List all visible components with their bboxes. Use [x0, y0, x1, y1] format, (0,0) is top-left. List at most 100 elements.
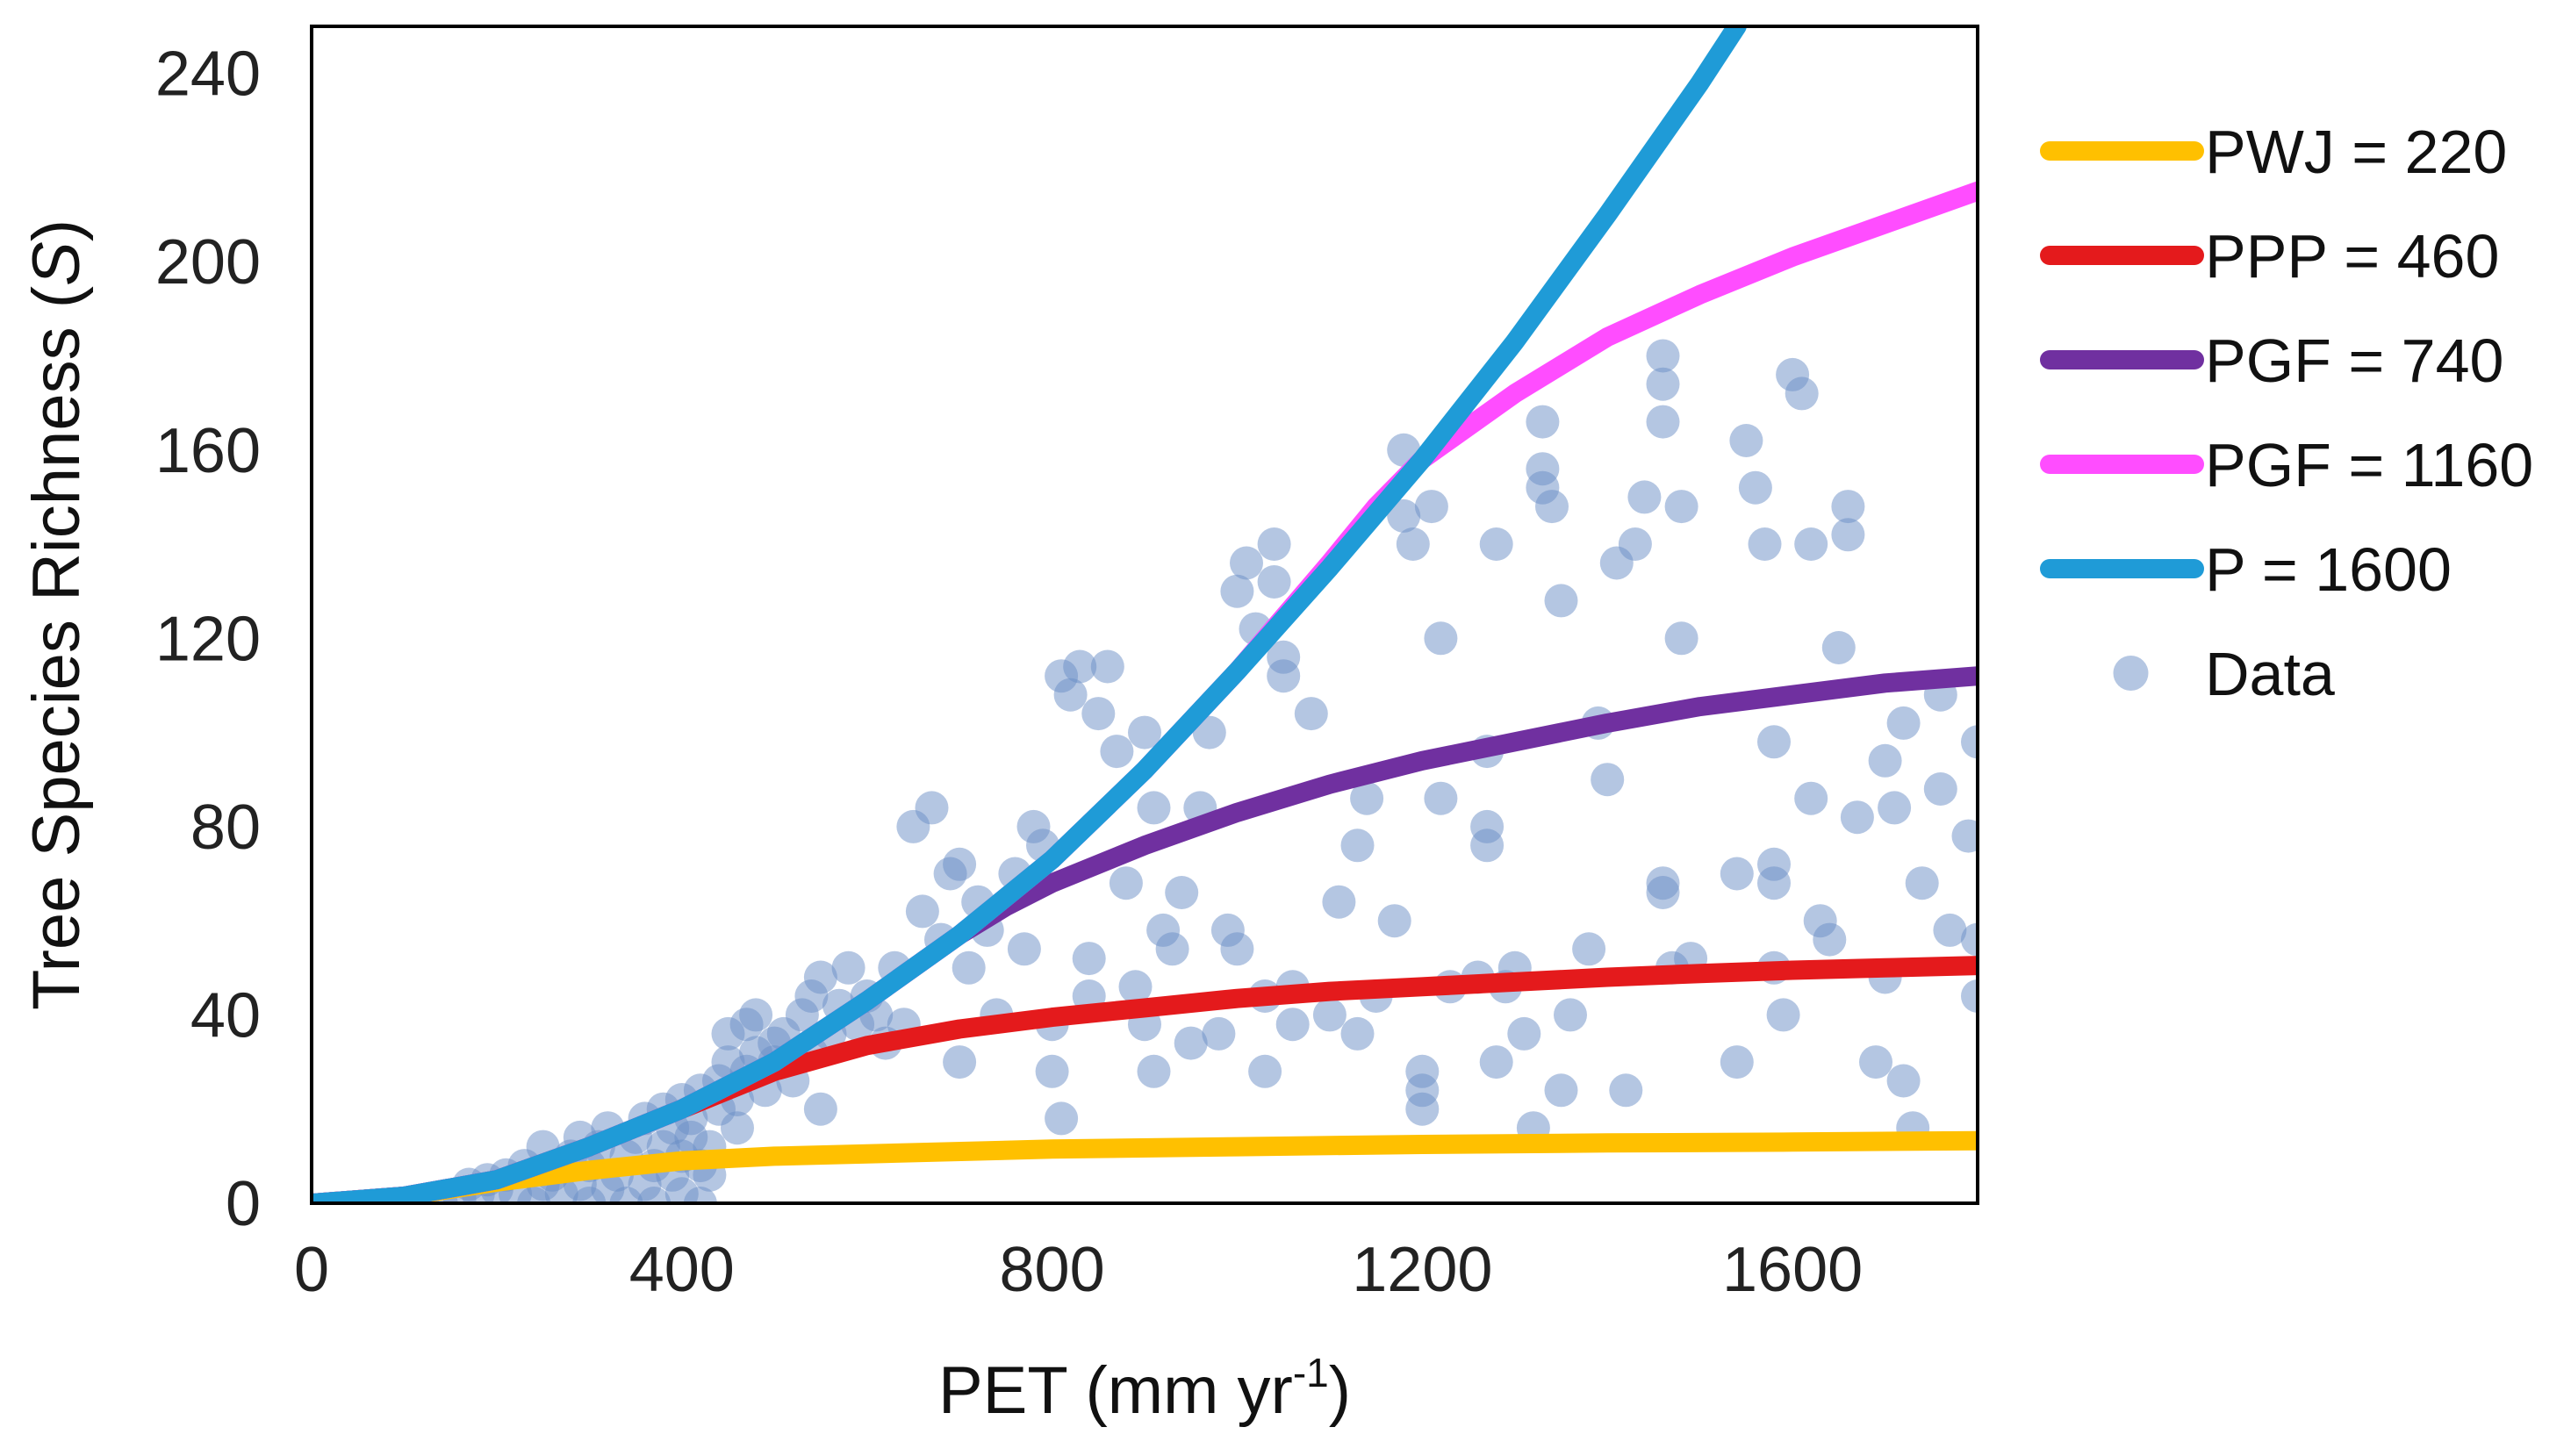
data-point: [1664, 621, 1698, 656]
data-point: [1118, 970, 1153, 1004]
data-point: [1045, 1101, 1079, 1136]
data-point: [1424, 781, 1458, 815]
data-point: [1007, 932, 1041, 966]
data-point: [1526, 405, 1560, 439]
data-point: [1507, 1016, 1541, 1051]
legend: PWJ = 220 PPP = 460 PGF = 740 PGF = 1160 P =…: [2040, 118, 2533, 708]
y-axis-title-main: Tree Species Richness (: [19, 286, 94, 1010]
data-point: [1757, 725, 1791, 759]
data-point: [1627, 480, 1662, 514]
legend-label: PPP = 460: [2205, 222, 2499, 290]
legend-label: PGF = 740: [2205, 326, 2503, 395]
data-point: [1720, 857, 1754, 891]
data-point: [1192, 715, 1226, 750]
y-axis-title-italic: S: [19, 241, 94, 286]
data-point: [803, 1092, 837, 1126]
y-tick-label: 0: [226, 1169, 261, 1239]
data-point: [1220, 932, 1254, 966]
data-point: [1035, 1054, 1069, 1088]
data-point: [1886, 1064, 1921, 1098]
data-point: [1933, 913, 1967, 947]
legend-label: P = 1600: [2205, 535, 2452, 604]
x-axis-title-suffix: ): [1329, 1353, 1351, 1428]
data-point: [1878, 791, 1912, 825]
data-point: [1470, 809, 1505, 843]
data-point: [1267, 659, 1301, 693]
data-point: [1081, 697, 1116, 731]
data-point: [1923, 772, 1957, 806]
data-point: [1137, 1054, 1171, 1088]
data-point: [1646, 405, 1680, 439]
data-point: [1840, 800, 1874, 835]
data-point: [1961, 979, 1978, 1013]
data-point: [1257, 565, 1291, 599]
data-point: [943, 847, 977, 881]
data-point: [1664, 490, 1698, 524]
y-axis-title-suffix: ): [19, 219, 94, 241]
data-point: [1053, 678, 1088, 712]
x-tick-label: 400: [629, 1235, 735, 1305]
data-point: [1831, 490, 1865, 524]
data-point: [803, 960, 837, 994]
data-point: [1591, 763, 1625, 797]
data-point: [1859, 1045, 1892, 1079]
x-axis-title-superscript: -1: [1293, 1350, 1329, 1395]
legend-swatch: [2113, 656, 2149, 691]
data-point: [1646, 367, 1680, 401]
plot-frame: [310, 25, 1979, 1205]
data-point: [831, 950, 865, 985]
y-tick-label: 80: [190, 793, 261, 863]
data-point: [739, 998, 773, 1032]
data-point: [1137, 791, 1171, 825]
data-point: [1090, 649, 1124, 684]
x-tick-label: 800: [999, 1235, 1104, 1305]
data-point: [1230, 546, 1263, 580]
data-point: [1100, 735, 1134, 769]
data-point: [1757, 866, 1791, 900]
data-point: [1396, 527, 1430, 561]
data-point: [1387, 498, 1421, 533]
data-point: [1479, 527, 1513, 561]
data-point: [1794, 781, 1828, 815]
data-point: [1766, 998, 1800, 1032]
data-point: [1821, 631, 1856, 664]
legend-label: PWJ = 220: [2205, 118, 2507, 186]
data-point: [1646, 876, 1680, 909]
data-point: [1868, 743, 1902, 778]
data-point: [1572, 932, 1606, 966]
data-point: [1794, 527, 1828, 561]
x-tick-label: 0: [294, 1235, 329, 1305]
data-point: [952, 950, 986, 985]
data-point: [1072, 942, 1106, 976]
data-point: [1405, 1092, 1440, 1126]
data-point: [905, 894, 939, 929]
data-point: [1128, 715, 1161, 750]
data-point: [1961, 725, 1978, 759]
data-point: [1535, 490, 1569, 524]
data-point: [943, 1045, 977, 1079]
y-tick-label: 40: [190, 980, 261, 1051]
data-point: [1414, 490, 1448, 524]
data-point: [1646, 339, 1680, 373]
data-point: [1202, 1016, 1236, 1051]
data-point: [1748, 527, 1782, 561]
x-tick-label: 1600: [1722, 1235, 1863, 1305]
y-tick-label: 200: [155, 227, 261, 298]
data-point: [1377, 904, 1411, 938]
data-point: [1905, 866, 1939, 900]
y-tick-label: 160: [155, 416, 261, 486]
data-point: [1738, 470, 1772, 505]
legend-label: Data: [2205, 640, 2335, 708]
data-point: [1322, 885, 1356, 919]
data-point: [1165, 876, 1199, 909]
data-point: [1544, 1073, 1578, 1108]
data-point: [1312, 998, 1347, 1032]
data-point: [637, 1187, 671, 1203]
y-tick-label: 240: [155, 39, 261, 110]
data-point: [1609, 1073, 1643, 1108]
y-axis-title: Tree Species Richness (S): [19, 219, 94, 1010]
series-line-5: [312, 26, 1747, 1203]
data-point: [1785, 377, 1819, 411]
